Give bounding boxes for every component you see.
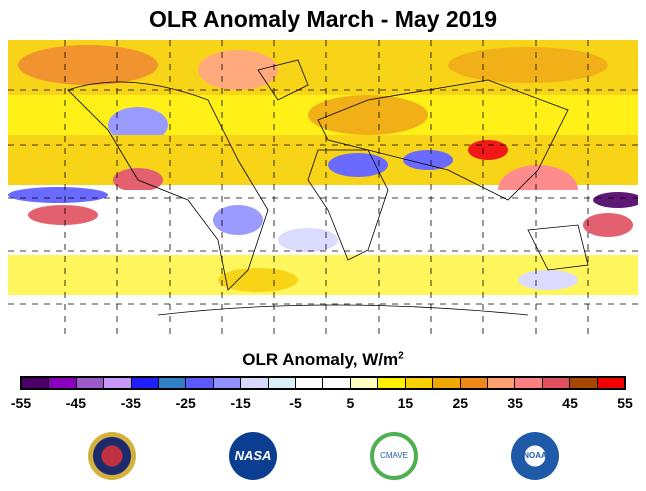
colorbar-swatch (213, 378, 242, 388)
colorbar-swatch (49, 378, 77, 388)
colorbar-tick-label: 45 (562, 395, 578, 411)
colorbar-swatch (159, 378, 187, 388)
colorbar-swatch (241, 378, 269, 388)
colorbar-swatch (76, 378, 105, 388)
colorbar-tick-label: -55 (10, 395, 32, 411)
colorbar-swatch (460, 378, 488, 388)
defense-health-agency-logo (88, 432, 136, 480)
colorbar-tick-label: -25 (175, 395, 196, 411)
colorbar-swatch (405, 378, 434, 388)
colorbar-swatch (104, 378, 132, 388)
colorbar-swatch (515, 378, 543, 388)
colorbar-title: OLR Anomaly, W/m2 (0, 350, 646, 370)
colorbar-tick-label: -35 (120, 395, 141, 411)
colorbar-swatch (296, 378, 324, 388)
noaa-logo: NOAA (511, 432, 559, 480)
cmave-logo: CMAVE (370, 432, 418, 480)
colorbar-swatch (323, 378, 351, 388)
colorbar-tick-label: -15 (230, 395, 251, 411)
colorbar-swatch (268, 378, 297, 388)
colorbar-title-sup: 2 (398, 350, 404, 362)
colorbar-swatch (378, 378, 406, 388)
colorbar-tick-label: -5 (289, 395, 302, 411)
colorbar (20, 376, 626, 390)
olr-anomaly-map (8, 40, 638, 340)
colorbar-swatch (22, 378, 50, 388)
colorbar-swatch (597, 378, 624, 388)
colorbar-tick-label: 5 (346, 395, 355, 411)
colorbar-tick-label: -45 (65, 395, 87, 411)
colorbar-tick-label: 55 (617, 395, 633, 411)
nasa-logo: NASA (229, 432, 277, 480)
map-title: OLR Anomaly March - May 2019 (148, 6, 498, 32)
colorbar-swatch (131, 378, 160, 388)
colorbar-swatch (186, 378, 214, 388)
colorbar-swatch (487, 378, 516, 388)
colorbar-swatch (570, 378, 598, 388)
colorbar-swatch (433, 378, 461, 388)
colorbar-tick-label: 15 (397, 395, 414, 411)
colorbar-title-text: OLR Anomaly, W/m (242, 350, 399, 369)
colorbar-tick-label: 35 (507, 395, 523, 411)
colorbar-swatch (350, 378, 379, 388)
colorbar-swatch (542, 378, 571, 388)
colorbar-tick-label: 25 (452, 395, 469, 411)
